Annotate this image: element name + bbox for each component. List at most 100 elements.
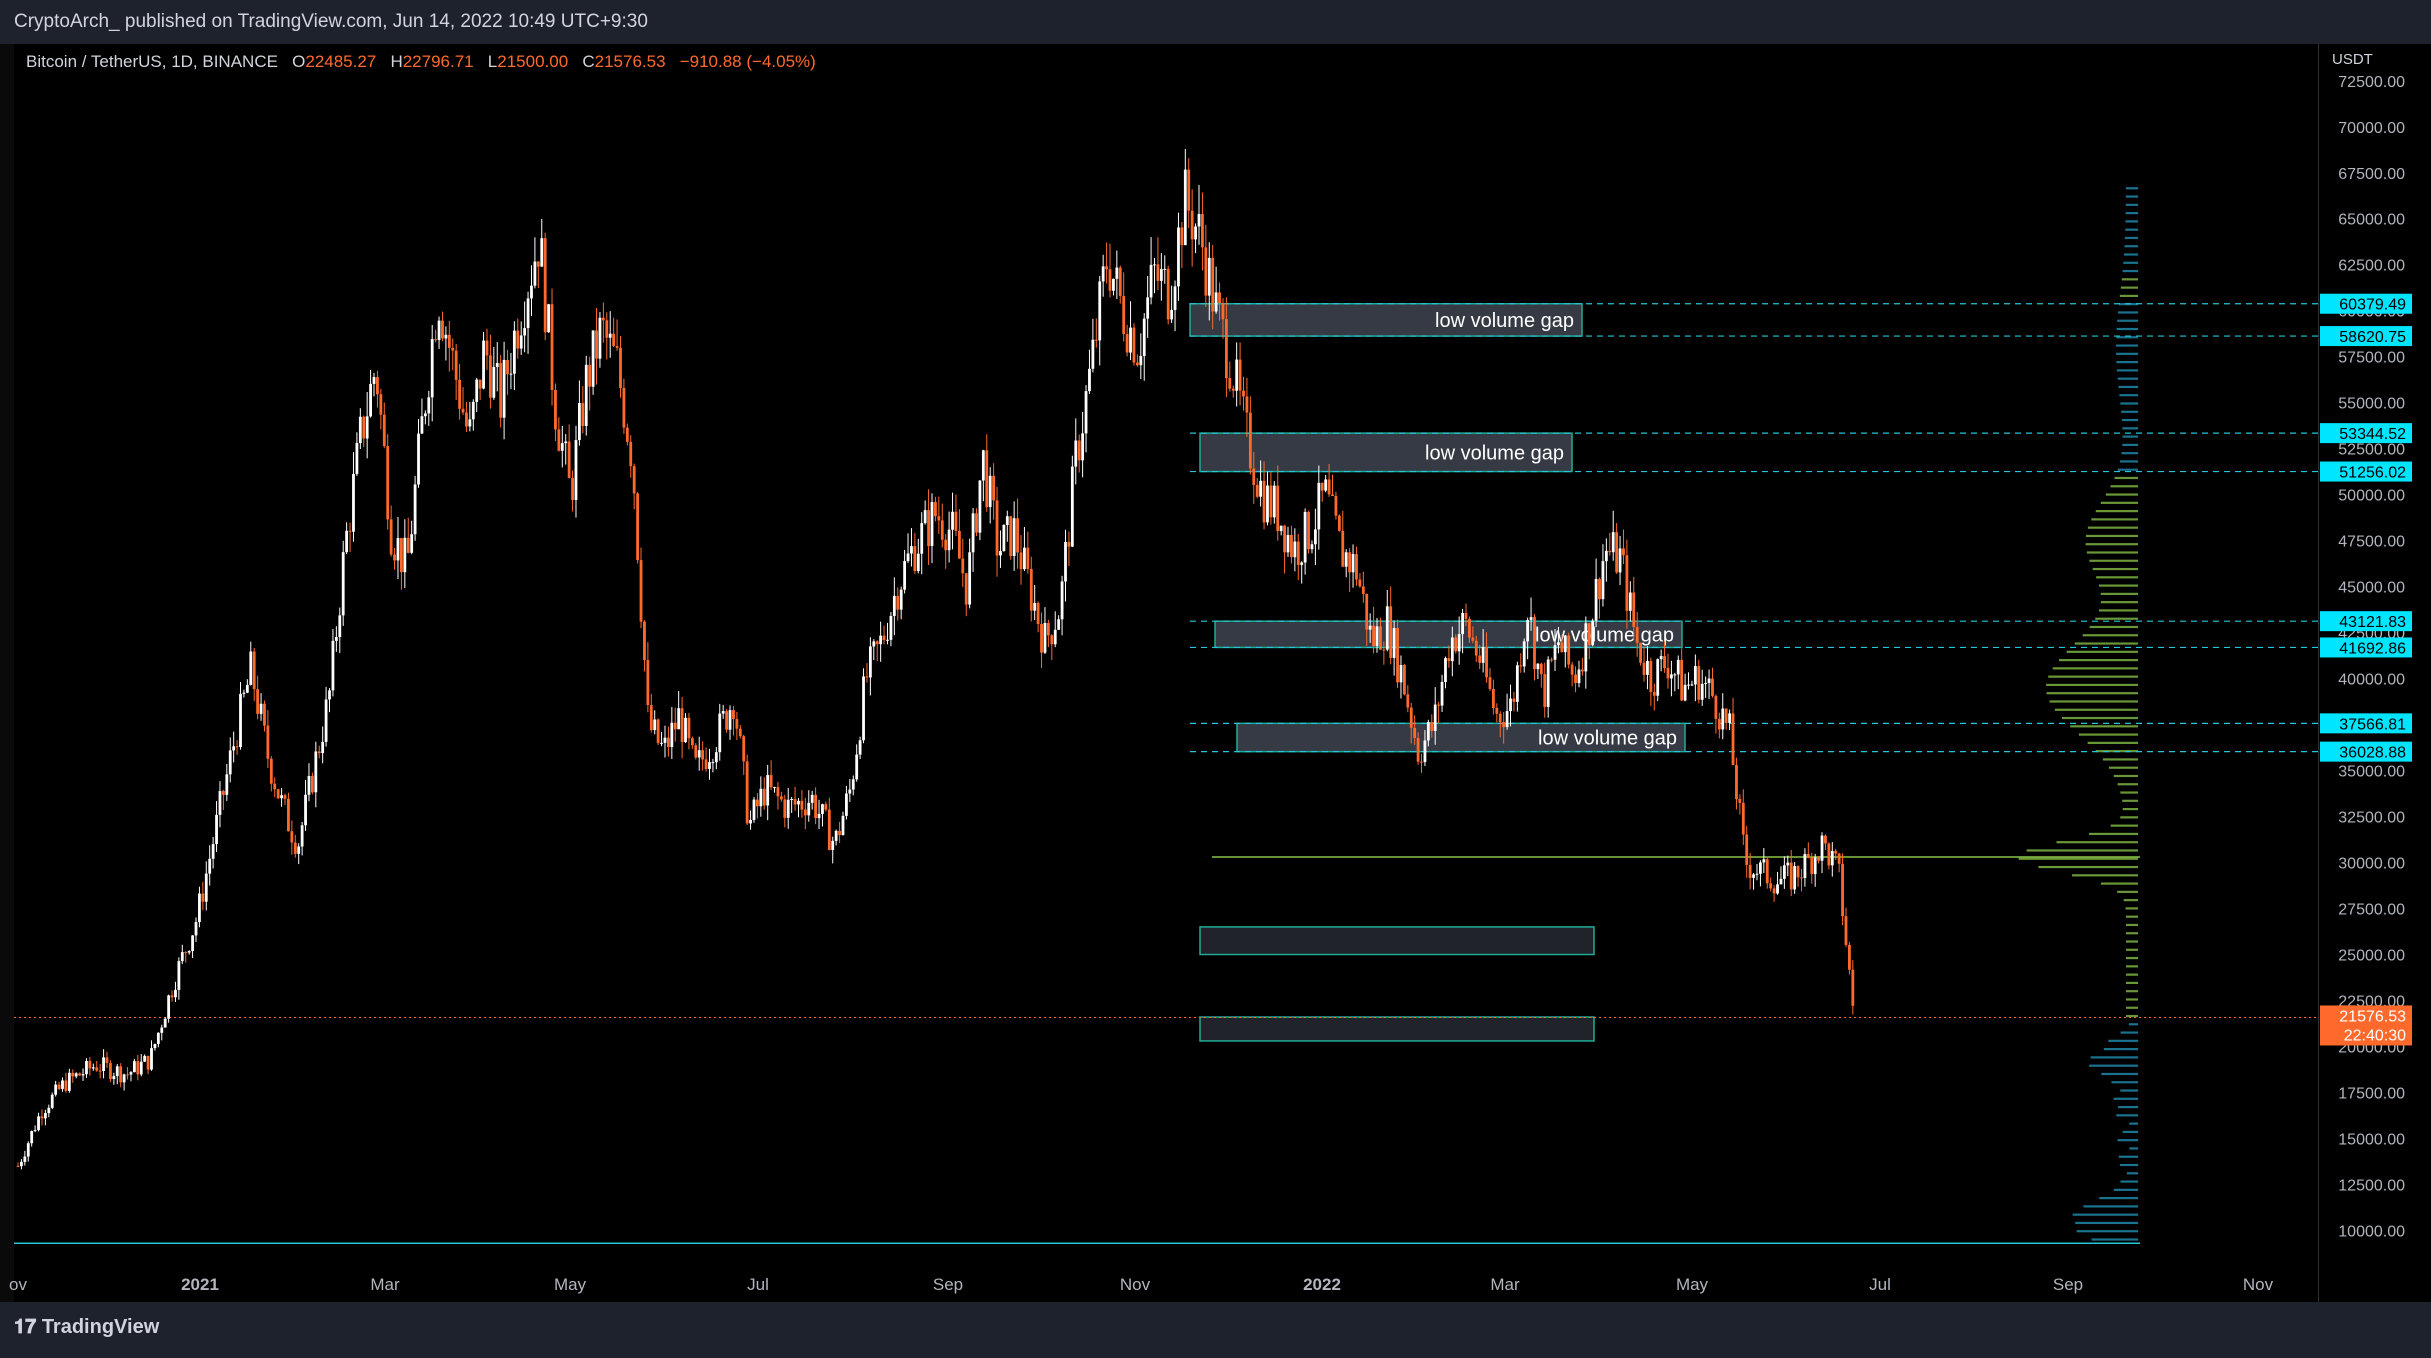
candle-body — [116, 1066, 119, 1076]
candle-body — [1382, 650, 1385, 651]
candle-body — [243, 693, 246, 694]
candle-body — [1776, 884, 1779, 893]
candle-body — [376, 377, 379, 394]
price-level-tag-text: 41692.86 — [2339, 640, 2406, 657]
candle-body — [1838, 854, 1841, 864]
candle-body — [876, 641, 879, 644]
candle-body — [588, 365, 591, 387]
candle-body — [20, 1162, 23, 1166]
candle-body — [941, 520, 944, 539]
volume-profile-bar — [2123, 270, 2138, 272]
candle-body — [1290, 535, 1293, 557]
candle-body — [492, 367, 495, 398]
candle-body — [848, 790, 851, 794]
candle-body — [759, 789, 762, 806]
candle-body — [1807, 854, 1810, 857]
candle-body — [595, 330, 598, 358]
candle-body — [328, 690, 331, 699]
candle-body — [427, 397, 430, 413]
candle-body — [770, 775, 773, 787]
y-tick-label: 40000.00 — [2338, 672, 2405, 689]
volume-profile-bar — [2075, 642, 2138, 644]
candle-body — [633, 466, 636, 493]
candle-body — [1078, 440, 1081, 460]
candle-body — [205, 874, 208, 902]
candle-body — [749, 820, 752, 823]
candle-body — [1009, 516, 1012, 556]
volume-profile-bar — [2070, 725, 2138, 727]
candle-body — [1040, 624, 1043, 653]
y-tick-label: 57500.00 — [2338, 350, 2405, 367]
candle-body — [1204, 247, 1207, 295]
candle-body — [883, 636, 886, 640]
candle-body — [561, 443, 564, 451]
candle-body — [482, 341, 485, 389]
candle-body — [1201, 214, 1204, 247]
volume-profile-bar — [2090, 626, 2138, 628]
candle-body — [1756, 874, 1759, 875]
candle-body — [537, 262, 540, 267]
candle-body — [1030, 569, 1033, 611]
candle-body — [1061, 581, 1064, 619]
candle-body — [1608, 551, 1611, 552]
candle-body — [1362, 586, 1365, 593]
volume-profile-bar — [2119, 394, 2138, 396]
candle-body — [705, 759, 708, 769]
volume-profile-bar — [2129, 1147, 2138, 1149]
candle-body — [869, 646, 872, 677]
candle-body — [1054, 630, 1057, 644]
candle-body — [1793, 866, 1796, 889]
volume-profile-bar — [2123, 262, 2138, 264]
volume-profile-bar — [2120, 460, 2138, 462]
low-volume-gap-zone[interactable] — [1200, 1017, 1594, 1041]
tradingview-logo[interactable]: 𝟏𝟕 TradingView — [14, 1316, 159, 1339]
candle-body — [547, 304, 550, 332]
zone-label: low volume gap — [1538, 727, 1677, 749]
candle-body — [1050, 635, 1053, 644]
candle-body — [1677, 660, 1680, 675]
candle-body — [1324, 479, 1327, 490]
candle-body — [1543, 674, 1546, 707]
candle-body — [1047, 623, 1050, 635]
candle-body — [133, 1061, 136, 1072]
candle-body — [318, 751, 321, 753]
candle-body — [1667, 668, 1670, 678]
y-tick-label: 25000.00 — [2338, 948, 2405, 965]
candle-body — [1177, 227, 1180, 286]
candle-body — [301, 825, 304, 846]
candle-body — [297, 847, 300, 854]
low-volume-gap-zone[interactable] — [1200, 927, 1594, 955]
low-label: L — [488, 52, 497, 71]
candle-body — [1458, 634, 1461, 651]
candle-body — [150, 1048, 153, 1069]
candle-body — [369, 384, 372, 416]
candle-body — [335, 637, 338, 641]
candle-body — [37, 1116, 40, 1130]
candle-body — [1605, 551, 1608, 561]
candle-body — [811, 795, 814, 803]
candle-body — [126, 1074, 129, 1075]
candle-body — [1232, 389, 1235, 391]
x-tick-label: Jul — [747, 1275, 769, 1294]
candle-body — [828, 810, 831, 850]
volume-profile-bar — [2123, 808, 2138, 810]
candle-body — [1441, 682, 1444, 706]
candle-body — [742, 736, 745, 761]
candle-body — [520, 335, 523, 348]
volume-profile-bar — [2111, 485, 2138, 487]
candle-body — [280, 795, 283, 798]
x-tick-label: 2022 — [1303, 1275, 1341, 1294]
candle-body — [903, 561, 906, 590]
candle-body — [195, 922, 198, 935]
candle-body — [198, 894, 201, 923]
candle-body — [510, 374, 513, 375]
candle-body — [44, 1113, 47, 1118]
candle-body — [1068, 542, 1071, 547]
candle-body — [1317, 483, 1320, 530]
candle-body — [383, 415, 386, 446]
candle-body — [1495, 708, 1498, 714]
candle-body — [629, 442, 632, 466]
candle-body — [1180, 227, 1183, 245]
candle-body — [818, 814, 821, 818]
